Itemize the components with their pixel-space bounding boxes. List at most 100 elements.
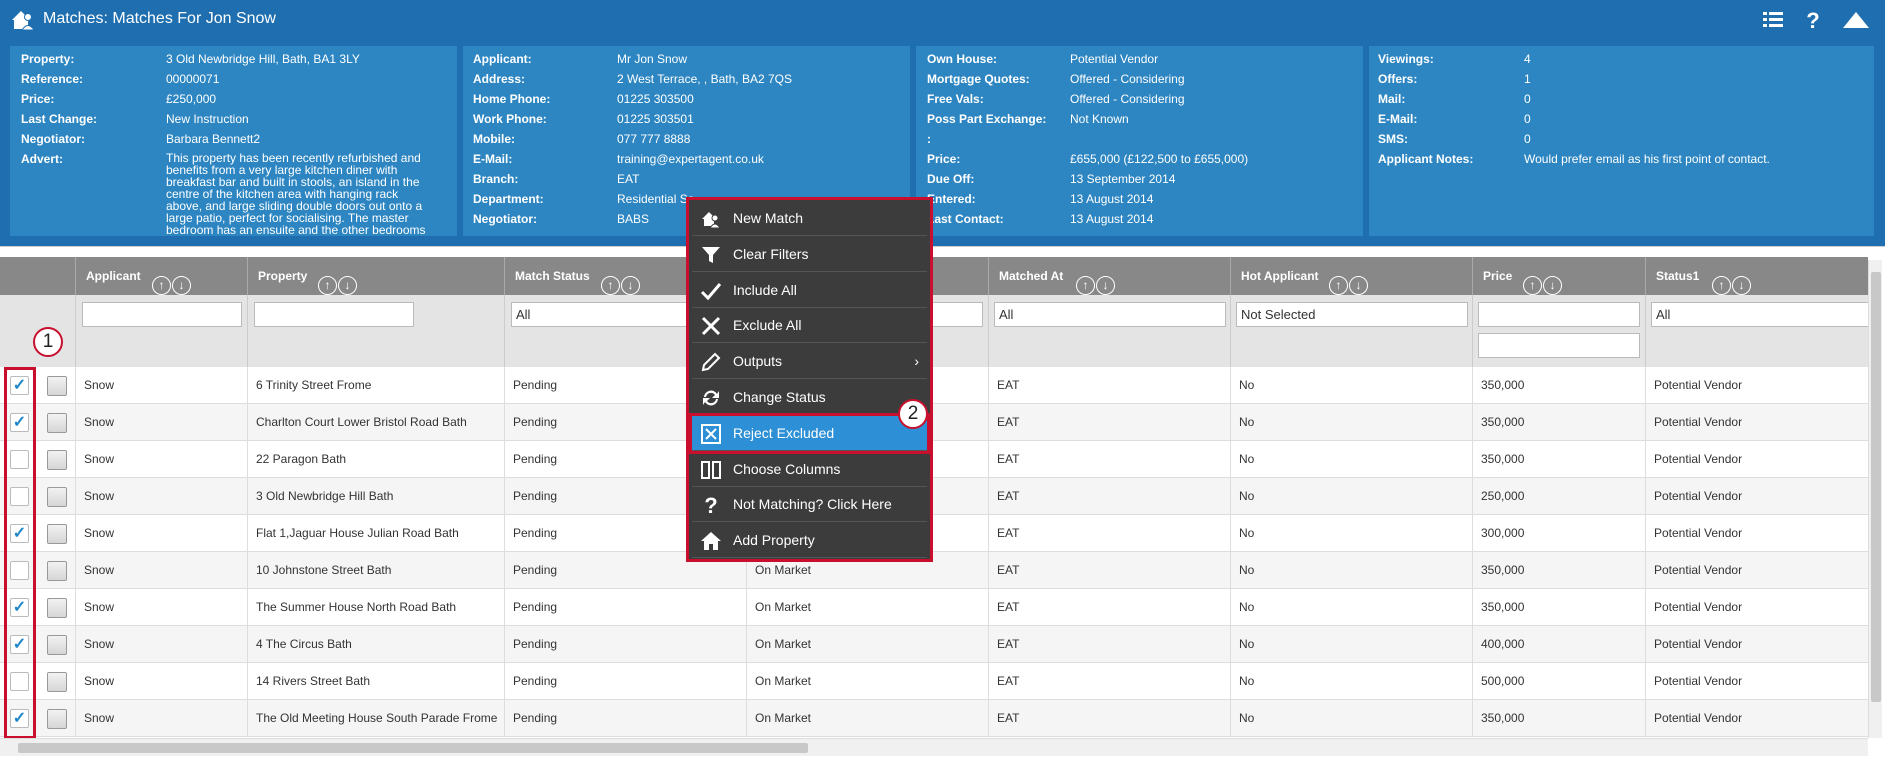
include-checkbox[interactable] xyxy=(10,672,29,691)
sort-up-icon[interactable]: ↑ xyxy=(1076,276,1095,295)
row-select-checkbox[interactable] xyxy=(47,450,67,470)
menu-item-add-property[interactable]: Add Property xyxy=(692,523,927,559)
list-menu-icon[interactable] xyxy=(1761,8,1785,32)
sort-property[interactable]: ↑ ↓ xyxy=(318,266,358,304)
property-filter-input[interactable] xyxy=(254,302,414,327)
info-label: Address: xyxy=(473,72,526,86)
cell-status1: Potential Vendor xyxy=(1645,515,1868,552)
vertical-scrollbar[interactable] xyxy=(1868,260,1882,738)
sort-up-icon[interactable]: ↑ xyxy=(601,276,620,295)
cell-match-status: Pending xyxy=(504,478,746,515)
row-select-checkbox[interactable] xyxy=(47,487,67,507)
cell-hot-applicant: No xyxy=(1230,404,1472,441)
row-select-checkbox[interactable] xyxy=(47,709,67,729)
horizontal-scroll-thumb[interactable] xyxy=(18,743,808,753)
menu-item-change-status[interactable]: Change Status xyxy=(692,380,927,415)
info-value: training@expertagent.co.uk xyxy=(617,152,764,166)
sort-up-icon[interactable]: ↑ xyxy=(1712,276,1731,295)
sort-down-icon[interactable]: ↓ xyxy=(1543,276,1562,295)
price-min-filter[interactable] xyxy=(1478,302,1640,327)
price-max-filter[interactable] xyxy=(1478,333,1640,358)
sort-down-icon[interactable]: ↓ xyxy=(621,276,640,295)
cell-property: Flat 1,Jaguar House Julian Road Bath xyxy=(247,515,504,552)
table-row[interactable]: Snow 3 Old Newbridge Hill Bath Pending EAT N… xyxy=(0,478,1868,515)
help-icon[interactable]: ? xyxy=(1801,8,1825,32)
sort-status1[interactable]: ↑ ↓ xyxy=(1712,266,1752,304)
cell-applicant: Snow xyxy=(75,552,247,589)
table-row[interactable]: ✓ Snow 4 The Circus Bath Pending On Market EA… xyxy=(0,626,1868,663)
table-row[interactable]: Snow 22 Paragon Bath Pending EAT No 350,000 Po… xyxy=(0,441,1868,478)
table-row[interactable]: ✓ Snow Charlton Court Lower Bristol Road B… xyxy=(0,404,1868,441)
cell-property: 4 The Circus Bath xyxy=(247,626,504,663)
menu-item-label: Not Matching? Click Here xyxy=(733,496,892,513)
sort-hot-applicant[interactable]: ↑ ↓ xyxy=(1329,266,1369,304)
cell-matched-at: EAT xyxy=(988,663,1230,700)
menu-item-include-all[interactable]: Include All xyxy=(692,273,927,308)
table-row[interactable]: Snow 10 Johnstone Street Bath Pending On Ma… xyxy=(0,552,1868,589)
row-select-checkbox[interactable] xyxy=(47,376,67,396)
include-checkbox[interactable] xyxy=(10,450,29,469)
header-match-status[interactable]: Match Status ↑ ↓ xyxy=(504,257,746,295)
sort-up-icon[interactable]: ↑ xyxy=(1523,276,1542,295)
row-select-checkbox[interactable] xyxy=(47,598,67,618)
header-hot-applicant[interactable]: Hot Applicant ↑ ↓ xyxy=(1230,257,1472,295)
table-row[interactable]: ✓ Snow Flat 1,Jaguar House Julian Road Bat… xyxy=(0,515,1868,552)
row-select-checkbox[interactable] xyxy=(47,561,67,581)
header-status1[interactable]: Status1 ↑ ↓ xyxy=(1645,257,1868,295)
sort-down-icon[interactable]: ↓ xyxy=(1349,276,1368,295)
include-checkbox[interactable]: ✓ xyxy=(10,376,29,395)
include-checkbox[interactable]: ✓ xyxy=(10,635,29,654)
header-property[interactable]: Property ↑ ↓ xyxy=(247,257,504,295)
menu-item-clear-filters[interactable]: Clear Filters xyxy=(692,237,927,272)
row-select-checkbox[interactable] xyxy=(47,413,67,433)
menu-item-choose-columns[interactable]: Choose Columns xyxy=(692,452,927,487)
header-matched-at[interactable]: Matched At ↑ ↓ xyxy=(988,257,1230,295)
sort-up-icon[interactable]: ↑ xyxy=(318,276,337,295)
info-label: Applicant: xyxy=(473,52,532,66)
hot-applicant-filter[interactable]: Not Selected xyxy=(1236,302,1468,327)
info-label: Negotiator: xyxy=(473,212,537,226)
horizontal-scrollbar[interactable] xyxy=(0,738,1868,756)
vertical-scroll-thumb[interactable] xyxy=(1871,272,1881,702)
status1-filter[interactable]: All xyxy=(1651,302,1869,327)
sort-matched-at[interactable]: ↑ ↓ xyxy=(1076,266,1116,304)
table-row[interactable]: ✓ Snow 6 Trinity Street Frome Pending EAT No 3… xyxy=(0,367,1868,404)
collapse-up-icon[interactable] xyxy=(1841,8,1871,32)
row-select-checkbox[interactable] xyxy=(47,524,67,544)
applicant-filter-input[interactable] xyxy=(82,302,242,327)
include-checkbox[interactable]: ✓ xyxy=(10,413,29,432)
row-select-checkbox[interactable] xyxy=(47,635,67,655)
sort-match-status[interactable]: ↑ ↓ xyxy=(601,266,641,304)
cell-property: The Summer House North Road Bath xyxy=(247,589,504,626)
include-checkbox[interactable]: ✓ xyxy=(10,709,29,728)
cell-market: On Market xyxy=(746,589,988,626)
include-checkbox[interactable] xyxy=(10,487,29,506)
sort-down-icon[interactable]: ↓ xyxy=(1096,276,1115,295)
sort-up-icon[interactable]: ↑ xyxy=(152,276,171,295)
menu-item-outputs[interactable]: Outputs › xyxy=(692,344,927,380)
matched-at-filter[interactable]: All xyxy=(994,302,1226,327)
table-row[interactable]: ✓ Snow The Old Meeting House South Parade … xyxy=(0,700,1868,737)
sort-down-icon[interactable]: ↓ xyxy=(172,276,191,295)
header-applicant[interactable]: Applicant ↑ ↓ xyxy=(75,257,247,295)
sort-price[interactable]: ↑ ↓ xyxy=(1523,266,1563,304)
sort-up-icon[interactable]: ↑ xyxy=(1329,276,1348,295)
sort-applicant[interactable]: ↑ ↓ xyxy=(152,266,192,304)
include-checkbox[interactable] xyxy=(10,561,29,580)
filter-col-price xyxy=(1472,295,1645,367)
header-price[interactable]: Price ↑ ↓ xyxy=(1472,257,1645,295)
cell-hot-applicant: No xyxy=(1230,515,1472,552)
row-select-checkbox[interactable] xyxy=(47,672,67,692)
include-checkbox[interactable]: ✓ xyxy=(10,598,29,617)
cell-status1: Potential Vendor xyxy=(1645,478,1868,515)
table-row[interactable]: Snow 14 Rivers Street Bath Pending On Marke… xyxy=(0,663,1868,700)
menu-item-exclude-all[interactable]: Exclude All xyxy=(692,308,927,344)
sort-down-icon[interactable]: ↓ xyxy=(338,276,357,295)
sort-down-icon[interactable]: ↓ xyxy=(1732,276,1751,295)
menu-item-not-matching-click-here[interactable]: ? Not Matching? Click Here xyxy=(692,487,927,523)
menu-item-reject-excluded[interactable]: Reject Excluded xyxy=(689,412,930,454)
menu-item-new-match[interactable]: New Match xyxy=(692,201,927,236)
table-row[interactable]: ✓ Snow The Summer House North Road Bath Pen… xyxy=(0,589,1868,626)
cell-applicant: Snow xyxy=(75,589,247,626)
include-checkbox[interactable]: ✓ xyxy=(10,524,29,543)
